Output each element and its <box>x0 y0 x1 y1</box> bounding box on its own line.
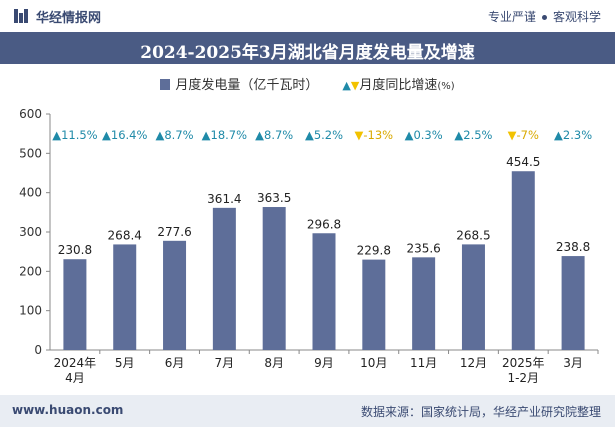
y-tick-label: 500 <box>19 146 42 160</box>
bar-value-label: 454.5 <box>506 155 540 169</box>
footer-website: www.huaon.com <box>12 403 124 417</box>
x-tick-label: 10月 <box>360 356 387 370</box>
y-tick-label: 100 <box>19 304 42 318</box>
brand-tagline: 专业严谨 客观科学 <box>488 8 601 25</box>
growth-label: ▲8.7% <box>156 128 194 142</box>
x-tick-label: 7月 <box>215 356 235 370</box>
x-tick-label: 2025年 1-2月 <box>502 356 545 385</box>
tagline-dot <box>541 15 547 20</box>
logo-icon <box>14 9 28 23</box>
brand-name: 华经情报网 <box>36 11 102 26</box>
bar <box>312 233 336 350</box>
growth-label: ▲2.3% <box>554 128 592 142</box>
bar <box>511 171 535 350</box>
footer-bar: www.huaon.com 数据来源：国家统计局，华经产业研究院整理 <box>0 395 615 427</box>
growth-label: ▲0.3% <box>405 128 443 142</box>
growth-label: ▲5.2% <box>305 128 343 142</box>
bar-value-label: 268.4 <box>108 228 142 242</box>
x-tick-label: 11月 <box>410 356 437 370</box>
legend-down-triangle-icon: ▼ <box>350 79 360 92</box>
chart-legend: 月度发电量（亿千瓦时） ▲▼月度同比增速(%) <box>0 74 615 93</box>
bar <box>362 259 386 350</box>
x-tick-label: 2024年 4月 <box>54 356 97 385</box>
x-tick-label: 8月 <box>264 356 284 370</box>
tagline-2: 客观科学 <box>552 10 601 24</box>
x-tick-label: 12月 <box>460 356 487 370</box>
bar-value-label: 268.5 <box>456 228 490 242</box>
bar <box>262 207 286 350</box>
bar-value-label: 230.8 <box>58 243 92 257</box>
growth-label: ▲18.7% <box>202 128 247 142</box>
y-tick-label: 400 <box>19 186 42 200</box>
growth-label: ▲11.5% <box>52 128 97 142</box>
legend-bar-label: 月度发电量（亿千瓦时） <box>175 78 319 93</box>
top-bar: 华经情报网 专业严谨 客观科学 <box>0 0 615 30</box>
tagline-1: 专业严谨 <box>487 10 536 24</box>
bar <box>412 257 436 350</box>
chart-title: 2024-2025年3月湖北省月度发电量及增速 <box>140 43 475 63</box>
bar-value-label: 296.8 <box>307 217 341 231</box>
y-tick-label: 0 <box>34 343 42 357</box>
legend-up-triangle-icon: ▲ <box>342 79 351 92</box>
bar <box>212 207 236 350</box>
bar-value-label: 235.6 <box>406 241 440 255</box>
y-tick-label: 300 <box>19 225 42 239</box>
growth-label: ▲16.4% <box>102 128 147 142</box>
growth-label: ▼-13% <box>355 128 394 142</box>
bar <box>113 244 137 350</box>
bar <box>461 244 485 350</box>
y-tick-label: 200 <box>19 264 42 278</box>
growth-label: ▲8.7% <box>255 128 293 142</box>
footer-source: 数据来源：国家统计局，华经产业研究院整理 <box>360 405 601 419</box>
x-tick-label: 9月 <box>314 356 334 370</box>
bar-value-label: 238.8 <box>556 240 590 254</box>
bar-chart: 0 100 200 300 400 500 600 230.8 2024年 4月 ▲11.5% 268… <box>19 107 599 385</box>
bar-value-label: 363.5 <box>257 191 291 205</box>
y-tick-label: 600 <box>19 107 42 121</box>
growth-label: ▲2.5% <box>454 128 492 142</box>
legend-growth-unit: (%) <box>437 81 455 92</box>
bar <box>561 256 585 350</box>
bar <box>163 240 187 350</box>
legend-growth-label: 月度同比增速 <box>359 78 438 93</box>
title-bar: 2024-2025年3月湖北省月度发电量及增速 <box>0 32 615 64</box>
legend-bar-swatch <box>160 79 171 90</box>
bar-value-label: 277.6 <box>157 225 191 239</box>
x-tick-label: 6月 <box>165 356 185 370</box>
bar-value-label: 361.4 <box>207 192 241 206</box>
x-tick-label: 5月 <box>115 356 135 370</box>
bar <box>63 259 87 350</box>
x-tick-label: 3月 <box>563 356 583 370</box>
growth-label: ▼-7% <box>508 128 539 142</box>
bar-value-label: 229.8 <box>357 244 391 258</box>
